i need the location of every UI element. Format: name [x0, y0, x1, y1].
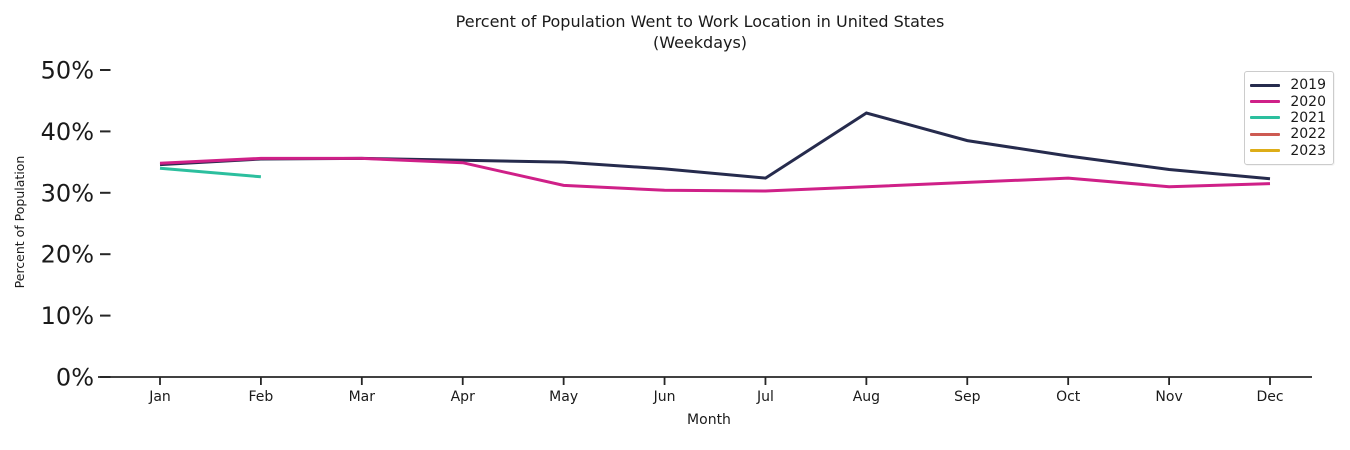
legend-label: 2020 [1290, 93, 1326, 110]
x-tick-label: Oct [1056, 389, 1081, 405]
x-axis-label: Month [687, 412, 731, 428]
legend-item-2023: 2023 [1250, 144, 1326, 158]
y-tick-label: 10% [41, 302, 94, 330]
x-tick-label: Feb [249, 389, 274, 405]
x-tick-label: Jan [148, 389, 171, 405]
legend: 2019 2020 2021 2022 2023 [1244, 71, 1334, 165]
y-tick-label: 20% [41, 241, 94, 269]
x-tick-label: Apr [451, 389, 475, 405]
legend-swatch-2019 [1250, 83, 1280, 87]
y-tick-label: 40% [41, 118, 94, 146]
axes: 0% 10% 20% 30% 40% 50% Jan Feb Mar Apr May Jun Jul Au… [41, 57, 1312, 405]
legend-swatch-2021 [1250, 116, 1280, 120]
y-axis-label: Percent of Population [12, 156, 27, 289]
legend-swatch-2020 [1250, 100, 1280, 104]
series-lines [159, 111, 1271, 193]
y-tick-label: 0% [56, 364, 94, 392]
legend-item-2020: 2020 [1250, 95, 1326, 109]
x-tick-label: Jun [653, 389, 676, 405]
legend-label: 2021 [1290, 109, 1326, 126]
x-tick-label: Nov [1155, 389, 1182, 405]
chart-title-line-1: Percent of Population Went to Work Locat… [456, 12, 945, 31]
legend-item-2022: 2022 [1250, 127, 1326, 141]
x-tick-label: Dec [1256, 389, 1283, 405]
series-line-2019 [159, 111, 1271, 181]
x-tick-label: Sep [954, 389, 981, 405]
x-tick-label: Mar [349, 389, 376, 405]
y-tick-label: 50% [41, 57, 94, 85]
legend-label: 2023 [1290, 142, 1326, 159]
chart-title-line-2: (Weekdays) [653, 33, 747, 52]
legend-item-2019: 2019 [1250, 78, 1326, 92]
legend-label: 2022 [1290, 126, 1326, 143]
y-tick-label: 30% [41, 179, 94, 207]
legend-swatch-2022 [1250, 132, 1280, 136]
x-tick-label: May [549, 389, 578, 405]
series-line-2021 [159, 166, 262, 179]
legend-swatch-2023 [1250, 149, 1280, 153]
x-tick-label: Aug [853, 389, 880, 405]
series-line-2020 [159, 156, 1271, 193]
legend-item-2021: 2021 [1250, 111, 1326, 125]
x-tick-label: Jul [756, 389, 774, 405]
legend-label: 2019 [1290, 77, 1326, 94]
